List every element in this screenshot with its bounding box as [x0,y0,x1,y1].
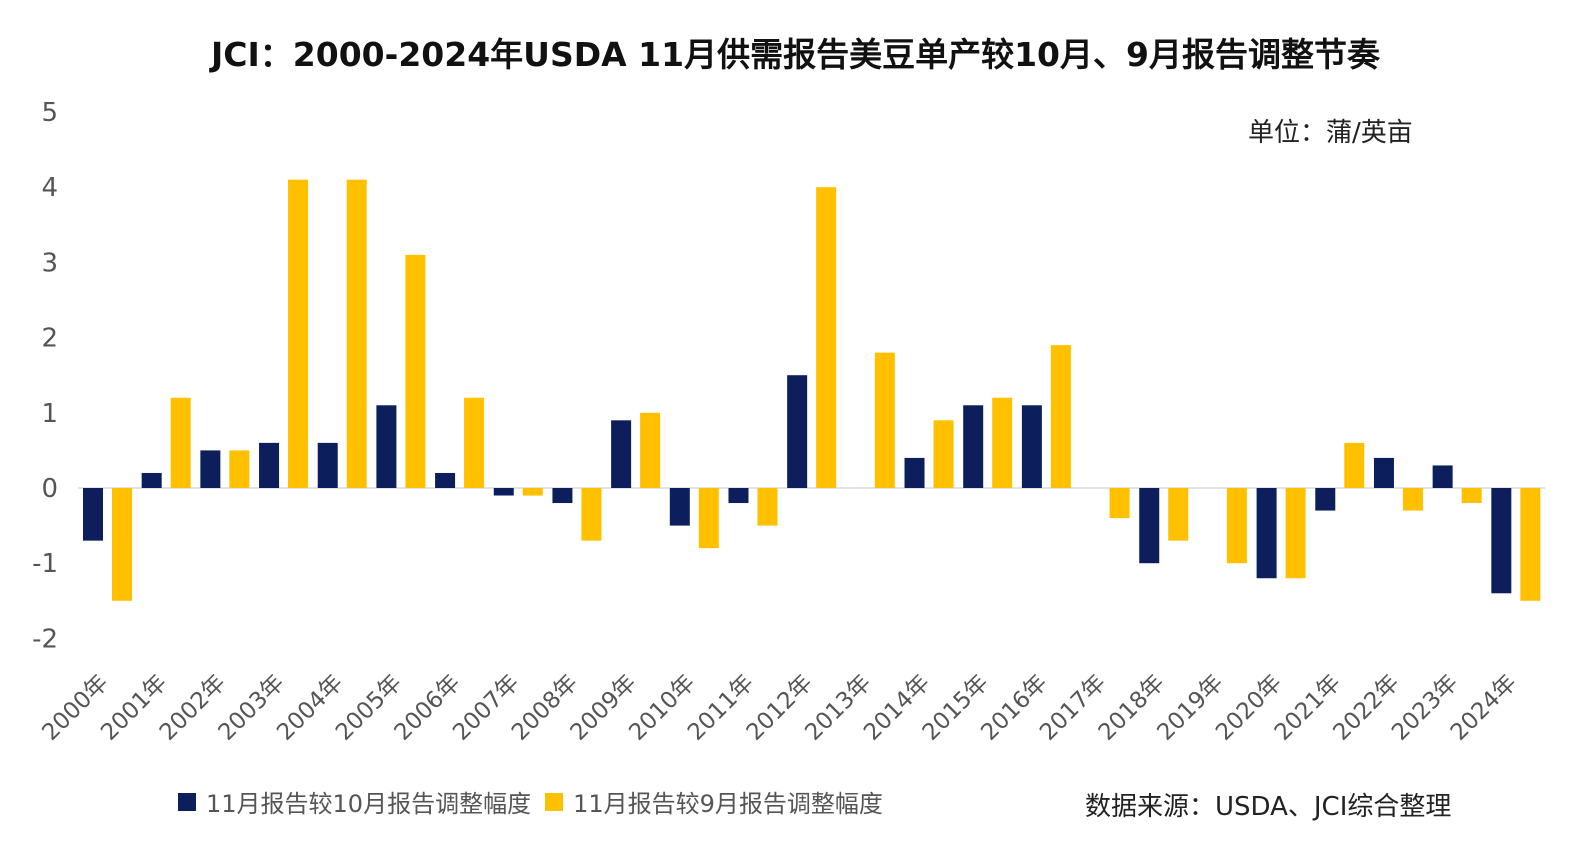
y-tick-label: -2 [32,624,58,654]
bar-sep-2009年 [640,412,661,488]
bar-sep-2005年 [405,254,426,488]
bar-sep-2015年 [992,397,1013,488]
bar-oct-2021年 [1315,488,1336,511]
bar-oct-2009年 [611,420,632,488]
bar-sep-2014年 [933,420,954,488]
bar-sep-2003年 [288,179,309,488]
bar-sep-2021年 [1344,442,1365,488]
x-tick-label: 2024年 [1446,670,1522,746]
bar-oct-2002年 [200,450,221,488]
y-tick-label: 5 [41,98,58,128]
bar-sep-2022年 [1402,488,1423,511]
legend-item-oct: 11月报告较10月报告调整幅度 [178,784,531,819]
bar-oct-2007年 [493,488,514,496]
y-tick-label: -1 [32,549,58,579]
bar-sep-2017年 [1109,488,1130,519]
bar-sep-2010年 [698,488,719,549]
y-tick-label: 2 [41,324,58,354]
bar-sep-2019年 [1226,488,1247,564]
bar-oct-2001年 [141,472,162,488]
bar-sep-2013年 [874,352,895,488]
bar-sep-2002年 [229,450,250,488]
bar-oct-2004年 [317,442,338,488]
bar-oct-2016年 [1021,405,1042,488]
legend: 11月报告较10月报告调整幅度 11月报告较9月报告调整幅度 [178,784,897,819]
bar-sep-2000年 [112,488,132,601]
bar-sep-2024年 [1520,488,1541,601]
bar-oct-2005年 [376,405,397,488]
y-tick-label: 0 [41,474,58,504]
bar-oct-2011年 [728,488,749,504]
bar-sep-2012年 [816,187,837,488]
bar-oct-2008年 [552,488,573,504]
bar-sep-2018年 [1168,488,1189,541]
y-tick-label: 4 [41,173,58,203]
bar-oct-2003年 [259,442,280,488]
y-tick-label: 1 [41,399,58,429]
bar-oct-2014年 [904,457,925,488]
bar-sep-2016年 [1050,345,1071,488]
bar-oct-2012年 [787,375,808,488]
bar-oct-2000年 [83,488,103,541]
bar-oct-2018年 [1139,488,1160,564]
bar-oct-2024年 [1491,488,1512,594]
bar-sep-2023年 [1461,488,1482,504]
legend-label-oct: 11月报告较10月报告调整幅度 [206,790,532,818]
bar-sep-2007年 [522,488,543,496]
bar-oct-2015年 [963,405,984,488]
bar-sep-2001年 [170,397,191,488]
y-tick-label: 3 [41,248,58,278]
bar-sep-2020年 [1285,488,1306,579]
legend-swatch-sep [545,792,564,811]
bar-sep-2004年 [346,179,367,488]
legend-item-sep: 11月报告较9月报告调整幅度 [545,784,883,819]
bar-oct-2020年 [1256,488,1277,579]
bar-oct-2023年 [1432,465,1453,488]
legend-label-sep: 11月报告较9月报告调整幅度 [573,790,883,818]
bar-sep-2006年 [464,397,485,488]
legend-swatch-oct [178,792,196,811]
bar-oct-2006年 [435,472,456,488]
bar-sep-2008年 [581,488,602,541]
bar-oct-2010年 [669,488,690,526]
chart-title: JCI：2000-2024年USDA 11月供需报告美豆单产较10月、9月报告调… [211,35,1380,74]
source-note: 数据来源：USDA、JCI综合整理 [1085,792,1452,822]
bar-oct-2022年 [1373,457,1394,488]
bar-sep-2011年 [757,488,778,526]
unit-label: 单位：蒲/英亩 [1248,118,1413,148]
